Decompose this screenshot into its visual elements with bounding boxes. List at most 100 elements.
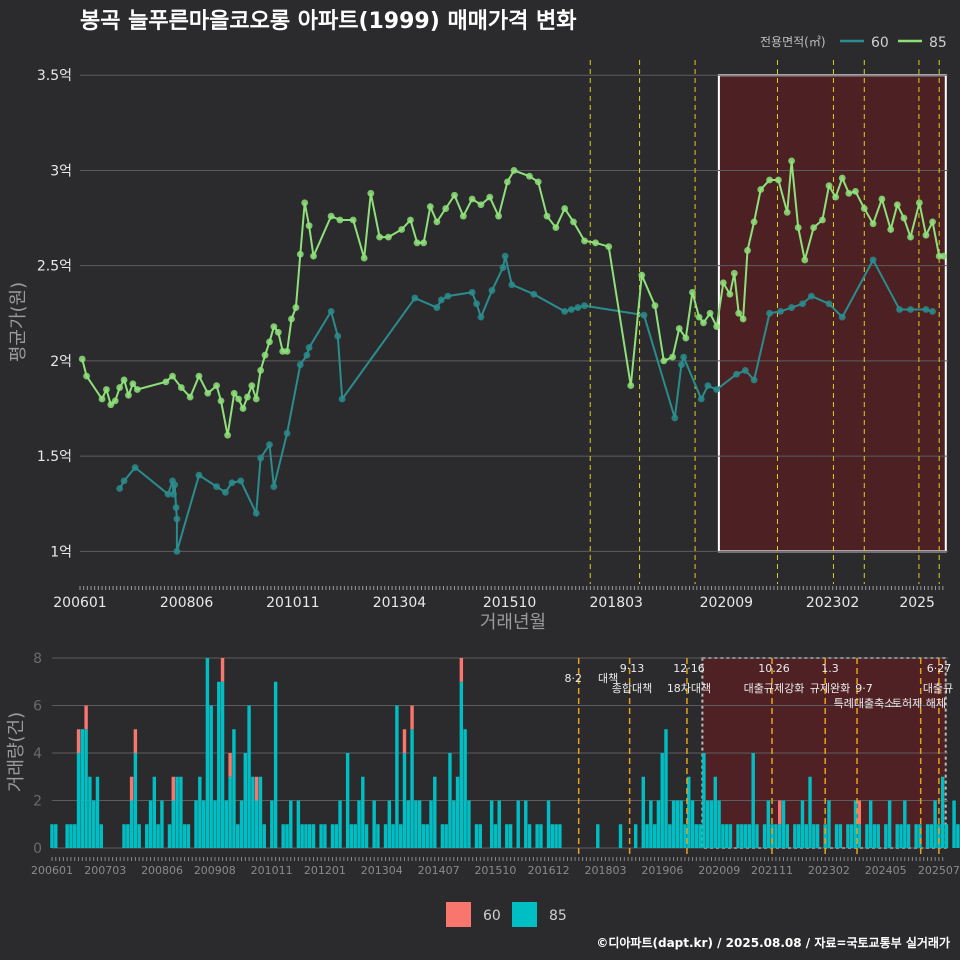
bar-85 <box>205 658 210 848</box>
data-point-60 <box>173 515 181 523</box>
data-point-60 <box>680 353 688 361</box>
policy-date: 9·13 <box>620 662 645 675</box>
bar-85 <box>145 824 149 848</box>
bar-85 <box>527 824 532 848</box>
bar-85 <box>713 776 717 848</box>
bar-85 <box>649 800 653 848</box>
y-tick-label-bottom: 0 <box>33 841 42 857</box>
bar-85 <box>391 824 395 848</box>
bar-85 <box>899 824 903 848</box>
bar-85 <box>781 800 786 848</box>
y-tick-label-bottom: 4 <box>33 746 42 762</box>
data-point-60 <box>411 294 419 302</box>
bar-85 <box>239 800 244 848</box>
bar-85 <box>815 824 820 848</box>
bar-85 <box>73 824 77 848</box>
bar-85 <box>497 800 501 848</box>
data-point-85 <box>336 216 344 224</box>
bar-85 <box>505 824 509 848</box>
data-point-85 <box>581 237 588 245</box>
bar-60 <box>459 658 464 682</box>
x-tick-label: 2025 <box>899 595 935 611</box>
bar-85 <box>596 824 600 848</box>
data-point-60 <box>561 307 569 315</box>
data-point-85 <box>570 218 577 226</box>
bar-85 <box>376 824 380 848</box>
bar-60 <box>857 800 862 825</box>
bar-85 <box>126 824 130 848</box>
data-point-85 <box>162 378 170 386</box>
bar-60 <box>133 729 138 753</box>
bar-85 <box>156 824 160 848</box>
bar-85 <box>694 824 699 848</box>
data-point-60 <box>567 306 575 313</box>
bar-85 <box>717 800 721 848</box>
data-point-85 <box>700 319 707 327</box>
data-point-85 <box>695 313 703 321</box>
bar-85 <box>440 824 445 848</box>
bar-85 <box>84 729 88 848</box>
data-point-85 <box>477 201 485 209</box>
data-point-85 <box>274 328 282 336</box>
bar-85 <box>353 824 357 848</box>
data-point-85 <box>706 309 714 317</box>
bar-85 <box>774 824 778 848</box>
data-point-85 <box>186 393 194 401</box>
bar-85 <box>827 800 831 848</box>
bar-85 <box>736 824 740 848</box>
data-point-85 <box>534 178 542 186</box>
bar-85 <box>876 824 880 848</box>
bar-85 <box>535 824 539 848</box>
data-point-60 <box>750 376 758 384</box>
data-point-60 <box>468 288 476 296</box>
data-point-60 <box>477 313 485 321</box>
data-point-85 <box>900 214 908 222</box>
bar-85 <box>463 729 467 848</box>
data-point-85 <box>766 176 773 184</box>
bar-85 <box>918 824 922 848</box>
bar-85 <box>273 681 278 848</box>
bar-legend-label-60: 60 <box>483 908 501 924</box>
data-point-60 <box>257 454 265 462</box>
data-point-85 <box>810 224 818 231</box>
bar-85 <box>414 800 418 848</box>
data-point-85 <box>292 304 300 311</box>
bar-85 <box>186 824 191 848</box>
data-point-85 <box>129 380 137 388</box>
data-point-85 <box>426 203 434 211</box>
bar-85 <box>683 824 687 848</box>
data-point-60 <box>213 483 220 490</box>
bar-85 <box>364 824 369 848</box>
y-tick-label: 1억 <box>50 544 72 560</box>
bar-85 <box>300 824 304 848</box>
volume-panel: 0 2 4 6 8 8·2 대책9·13 종합대책 12·16 18차대책 10.26 대출규제강화 1… <box>31 651 960 877</box>
data-point-85 <box>261 351 269 359</box>
data-point-85 <box>195 372 203 380</box>
x-tick-label-bottom: 201201 <box>304 864 346 877</box>
bar-60 <box>228 753 232 777</box>
x-tick-label-bottom: 202302 <box>808 864 850 877</box>
bar-85 <box>539 824 543 848</box>
bar-85 <box>702 753 706 848</box>
data-point-60 <box>270 483 278 490</box>
bar-85 <box>236 824 240 848</box>
x-tick-label-bottom: 201304 <box>361 864 403 877</box>
data-point-85 <box>360 254 368 262</box>
data-point-60 <box>173 547 181 555</box>
data-point-85 <box>869 220 877 228</box>
data-point-85 <box>783 208 791 216</box>
bar-85 <box>417 800 422 848</box>
data-point-85 <box>486 193 494 201</box>
bar-60 <box>254 776 259 801</box>
bar-85 <box>421 824 426 848</box>
bar-legend-label-85: 85 <box>549 908 567 924</box>
bar-85 <box>903 800 907 848</box>
bar-85 <box>398 824 403 848</box>
price-panel: 1억 1.5억 2억 2.5억 3억 3.5억 200601 200806 201011 2013… <box>37 60 948 611</box>
bar-85 <box>698 824 702 848</box>
bar-60 <box>402 729 407 753</box>
data-point-85 <box>627 382 635 390</box>
x-tick-label-bottom: 200908 <box>194 864 236 877</box>
data-point-85 <box>177 384 185 391</box>
data-point-85 <box>552 224 560 231</box>
